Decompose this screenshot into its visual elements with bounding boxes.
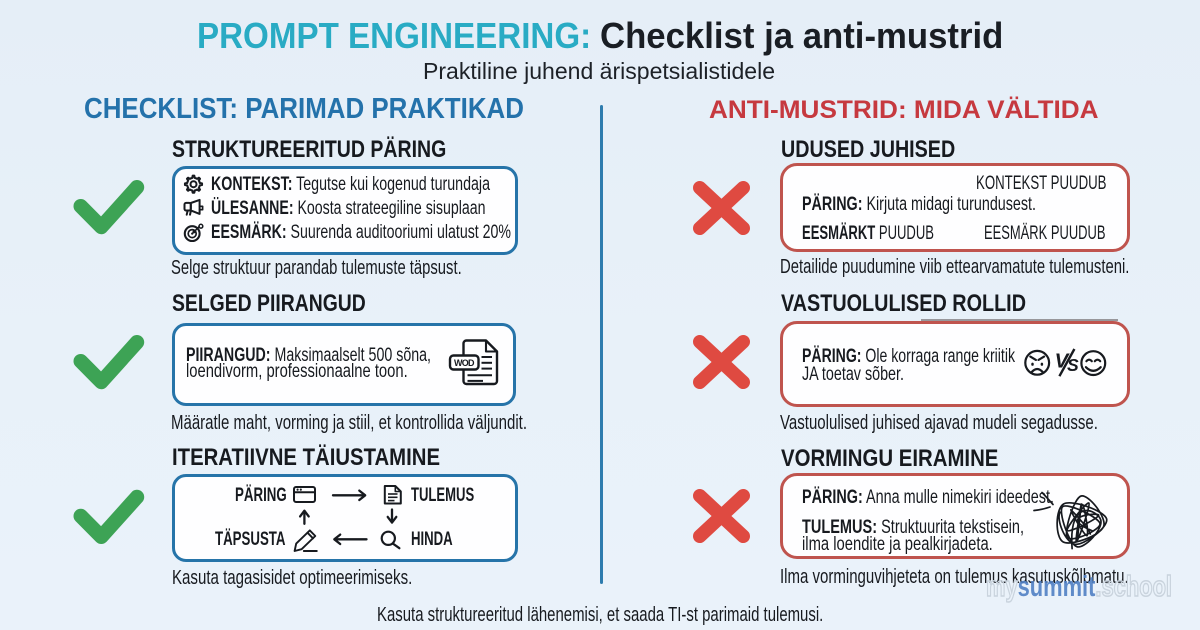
svg-text:V: V [1055, 349, 1071, 372]
svg-text:WOD: WOD [454, 358, 475, 368]
svg-text:S: S [1067, 355, 1079, 375]
